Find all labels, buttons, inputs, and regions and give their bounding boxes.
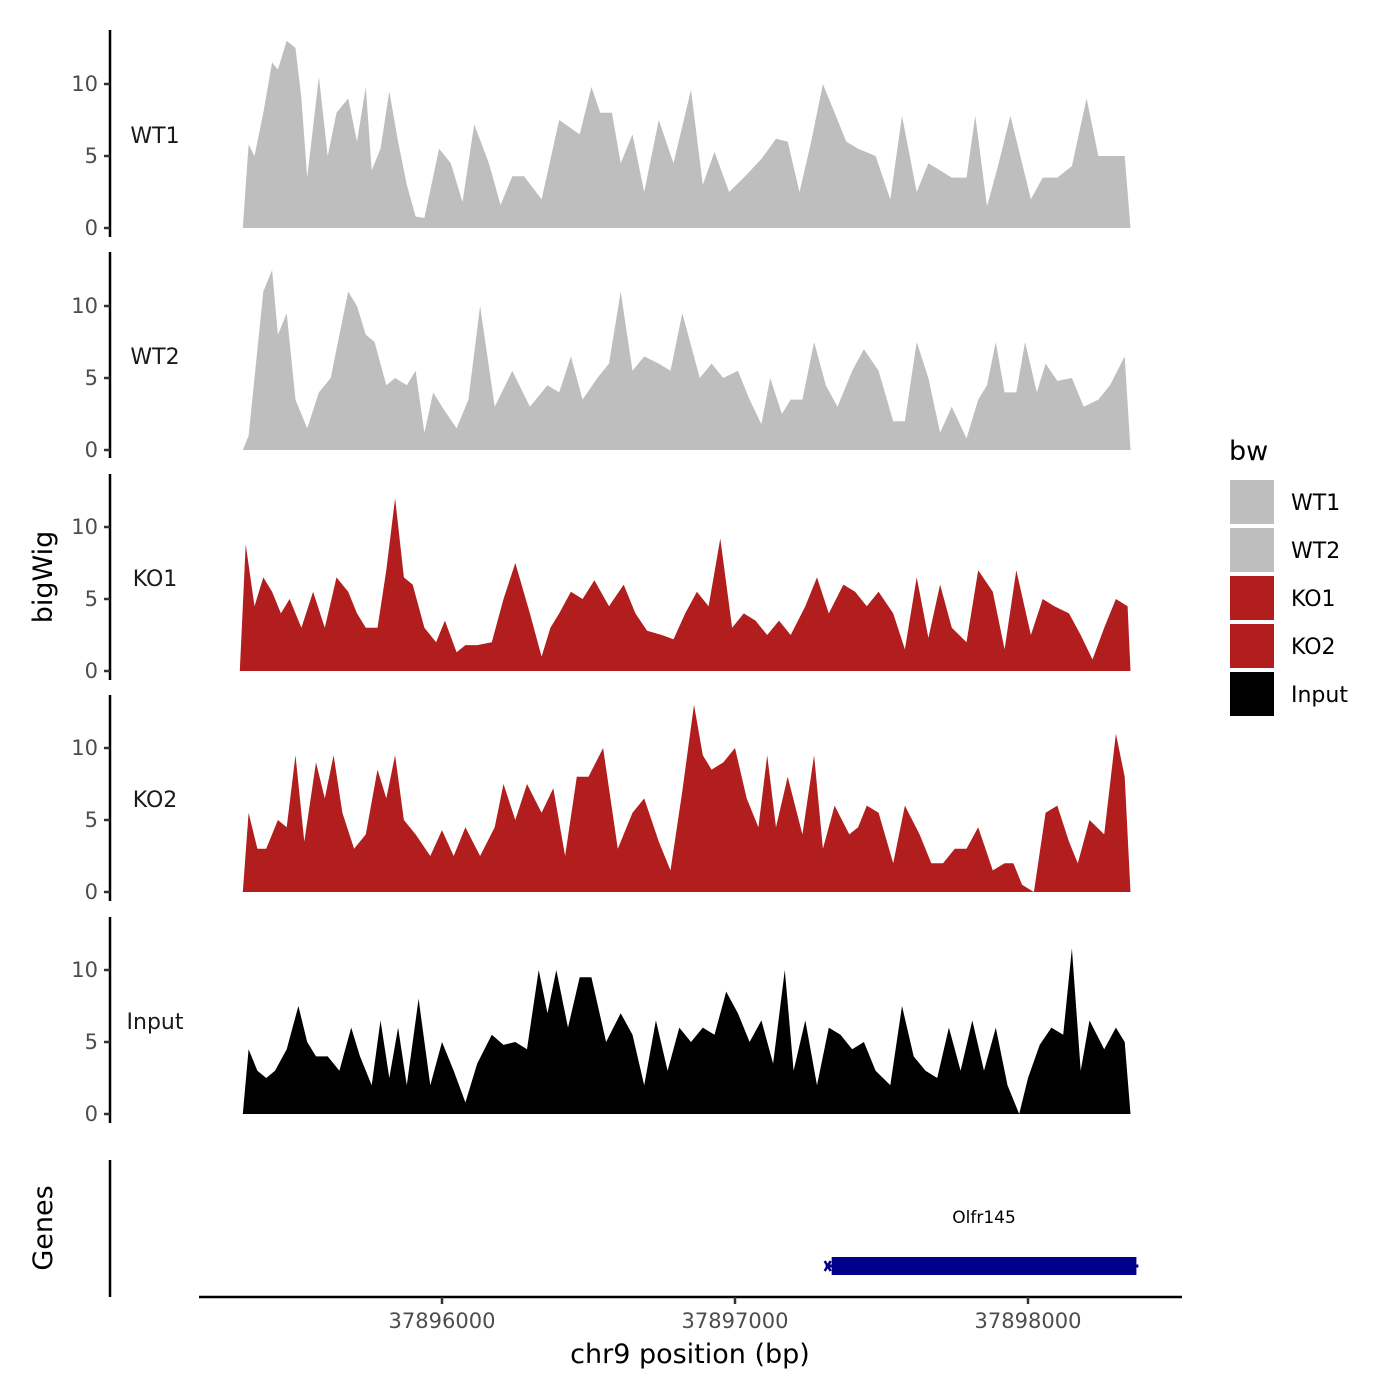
y-tick-label: 0 <box>85 1102 98 1126</box>
track-label: KO2 <box>133 788 178 813</box>
track-label: Input <box>127 1010 184 1035</box>
y-tick-label: 5 <box>85 144 98 168</box>
legend-swatch <box>1230 624 1274 668</box>
gene-body <box>831 1257 1137 1275</box>
legend-swatch <box>1230 528 1274 572</box>
y-tick-label: 10 <box>71 515 98 539</box>
legend-swatch <box>1230 576 1274 620</box>
legend-swatch <box>1230 672 1274 716</box>
y-tick-label: 10 <box>71 294 98 318</box>
y-tick-label: 10 <box>71 736 98 760</box>
area-ko1 <box>239 498 1131 671</box>
y-tick-label: 0 <box>85 880 98 904</box>
area-ko2 <box>242 704 1131 892</box>
y-tick-label: 5 <box>85 366 98 390</box>
gene-track-title: Genes <box>28 1185 59 1270</box>
track-wt1: 0 5 10 WT1 <box>71 30 1131 240</box>
y-axis-title: bigWig <box>28 531 59 624</box>
y-tick-label: 10 <box>71 72 98 96</box>
track-ko2: 0 5 10 KO2 <box>71 695 1131 904</box>
x-axis: 37896000 37897000 37898000 <box>199 1295 1182 1333</box>
y-tick-label: 0 <box>85 216 98 240</box>
legend-entry-ko1: KO1 <box>1230 576 1336 620</box>
coverage-tracks: 0 5 10 WT1 0 5 10 WT2 0 5 10 KO1 0 5 10 KO2 0 5 10 Input <box>71 30 1131 1126</box>
legend-entry-input: Input <box>1230 672 1348 716</box>
y-tick-label: 5 <box>85 587 98 611</box>
legend-swatch <box>1230 480 1274 524</box>
y-tick-label: 10 <box>71 958 98 982</box>
track-label: KO1 <box>133 567 178 592</box>
legend-label: WT1 <box>1291 491 1340 516</box>
legend-label: KO2 <box>1291 635 1336 660</box>
legend: bw WT1 WT2 KO1 KO2 Input <box>1229 436 1348 716</box>
gene-label: Olfr145 <box>952 1208 1016 1228</box>
legend-label: WT2 <box>1291 539 1340 564</box>
x-tick-label: 37897000 <box>682 1309 789 1333</box>
track-label: WT2 <box>130 345 179 370</box>
gene-start-mark <box>823 1260 832 1272</box>
x-axis-title: chr9 position (bp) <box>570 1339 810 1370</box>
track-ko1: 0 5 10 KO1 <box>71 474 1131 683</box>
gene-track: Olfr145 <box>108 1160 1139 1297</box>
legend-entry-wt2: WT2 <box>1230 528 1340 572</box>
area-wt1 <box>242 40 1131 228</box>
y-tick-label: 0 <box>85 659 98 683</box>
legend-label: KO1 <box>1291 587 1336 612</box>
track-label: WT1 <box>130 124 179 149</box>
x-tick-label: 37896000 <box>389 1309 496 1333</box>
legend-label: Input <box>1291 683 1348 708</box>
y-tick-label: 5 <box>85 808 98 832</box>
area-input <box>242 948 1131 1114</box>
area-wt2 <box>242 270 1131 450</box>
legend-title: bw <box>1229 436 1268 467</box>
x-tick-label: 37898000 <box>975 1309 1082 1333</box>
track-input: 0 5 10 Input <box>71 917 1131 1126</box>
gene-olfr145: Olfr145 <box>823 1208 1139 1275</box>
track-wt2: 0 5 10 WT2 <box>71 252 1131 462</box>
legend-entry-ko2: KO2 <box>1230 624 1336 668</box>
y-tick-label: 0 <box>85 438 98 462</box>
y-tick-label: 5 <box>85 1030 98 1054</box>
legend-entry-wt1: WT1 <box>1230 480 1340 524</box>
